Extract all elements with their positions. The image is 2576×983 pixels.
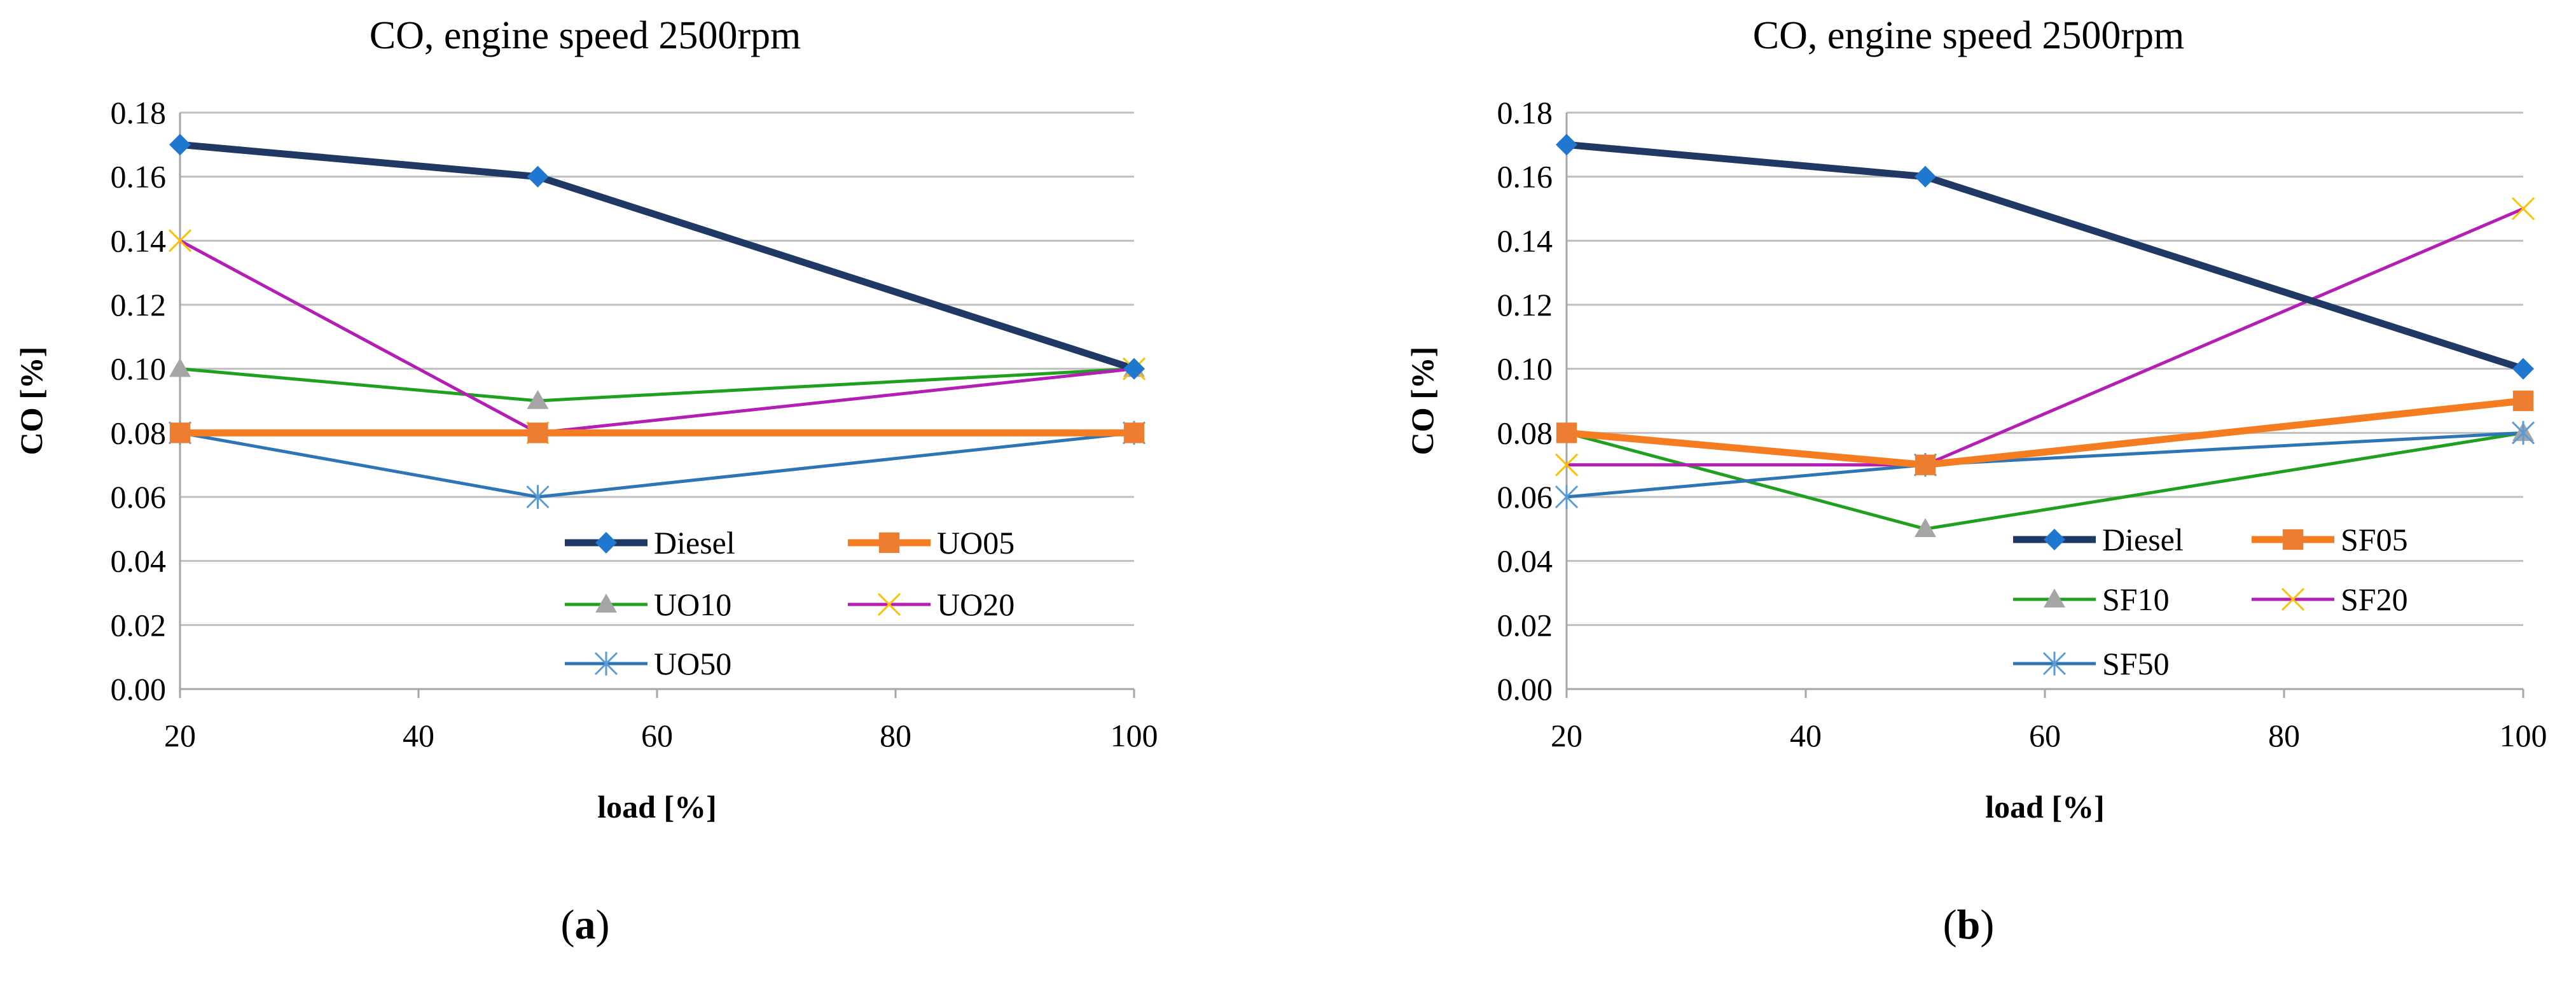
x-axis-label: load [%] [1985, 789, 2105, 825]
legend-marker-sf10 [2044, 589, 2065, 608]
series-line-diesel [1563, 141, 2527, 373]
data-point-sf50 [1555, 485, 1579, 509]
data-point-sf20 [2511, 197, 2535, 221]
x-tick-label: 20 [164, 718, 196, 753]
data-point-diesel [1915, 165, 1936, 188]
y-tick-label: 0.10 [1497, 351, 1553, 387]
legend-marker-uo20 [877, 592, 901, 617]
data-point-uo05 [1123, 422, 1145, 443]
chart-panel-b: CO, engine speed 2500rpm 0.00 0.02 0.04 0.06… [1404, 14, 2547, 948]
x-tick-label: 60 [2029, 718, 2061, 753]
panel-letter: b [1957, 902, 1981, 948]
legend-label: Diesel [2102, 522, 2184, 557]
y-tick-label: 0.12 [111, 287, 167, 323]
series-line-uo20 [178, 239, 1136, 435]
y-tick-label: 0.04 [1497, 543, 1553, 579]
data-point-sf20 [1555, 453, 1579, 477]
x-tick-label: 20 [1551, 718, 1582, 753]
data-point-uo10 [169, 358, 191, 377]
x-tick-label: 80 [2268, 718, 2300, 753]
legend-label: UO05 [937, 525, 1014, 561]
y-tick-label: 0.00 [1497, 671, 1553, 707]
data-point-diesel [1556, 134, 1577, 156]
x-tick-label: 100 [2500, 718, 2547, 753]
data-point-diesel [1123, 358, 1145, 380]
y-axis-label: CO [%] [1404, 347, 1440, 456]
legend-marker-uo10 [595, 594, 617, 613]
legend-label: UO10 [654, 587, 731, 622]
data-point-diesel [169, 134, 191, 156]
data-point-sf50 [2511, 421, 2535, 445]
chart-panel-a: CO, engine speed 2500rpm 0.00 0.02 0.04 0.06… [13, 14, 1158, 948]
legend: Diesel SF05 SF10 SF20 SF50 [2013, 522, 2408, 681]
data-point-uo05 [169, 422, 191, 443]
legend-marker-sf05 [2282, 529, 2304, 550]
y-tick-label: 0.08 [111, 415, 167, 450]
data-point-sf10 [1915, 518, 1936, 538]
panel-label: (a) [561, 902, 610, 948]
legend-label: UO50 [654, 646, 731, 681]
x-tick-label: 40 [1790, 718, 1822, 753]
y-tick-label: 0.18 [1497, 95, 1553, 130]
x-tick-label: 100 [1111, 718, 1158, 753]
series-line-sf20 [1565, 207, 2525, 467]
y-tick-label: 0.16 [111, 159, 167, 195]
y-tick-label: 0.16 [1497, 159, 1553, 195]
legend-label: SF50 [2102, 646, 2170, 681]
legend-marker-diesel [2044, 529, 2065, 550]
data-point-sf05 [2512, 390, 2534, 412]
y-axis-label: CO [%] [13, 347, 49, 456]
x-tick-label: 40 [403, 718, 434, 753]
y-tick-label: 0.04 [111, 543, 167, 579]
series-line-uo50 [178, 431, 1136, 499]
data-point-sf05 [1915, 454, 1936, 475]
panel-letter: a [575, 902, 596, 948]
legend-label: UO20 [937, 587, 1014, 622]
legend-label: SF10 [2102, 582, 2170, 617]
panel-label: (b) [1943, 902, 1995, 948]
y-tick-label: 0.12 [1497, 287, 1553, 323]
y-tick-label: 0.14 [1497, 223, 1553, 258]
series-line-diesel [176, 141, 1138, 373]
data-point-uo10 [527, 390, 549, 409]
y-tick-label: 0.02 [111, 607, 167, 643]
legend: Diesel UO05 UO10 UO20 UO50 [565, 525, 1014, 681]
y-tick-label: 0.10 [111, 351, 167, 387]
chart-title: CO, engine speed 2500rpm [370, 14, 801, 57]
y-tick-label: 0.14 [111, 223, 167, 258]
legend-label: Diesel [654, 525, 735, 561]
legend-label: SF20 [2341, 582, 2408, 617]
chart-title: CO, engine speed 2500rpm [1753, 14, 2184, 57]
data-point-uo20 [168, 229, 192, 253]
y-tick-label: 0.06 [1497, 479, 1553, 515]
legend-marker-sf50 [2042, 652, 2067, 676]
legend-marker-uo05 [878, 532, 900, 554]
x-axis-label: load [%] [597, 789, 717, 825]
y-tick-label: 0.08 [1497, 415, 1553, 450]
x-tick-label: 60 [641, 718, 673, 753]
legend-marker-sf20 [2281, 587, 2305, 611]
y-tick-label: 0.06 [111, 479, 167, 515]
y-tick-label: 0.18 [111, 95, 167, 130]
x-tick-label: 80 [880, 718, 911, 753]
data-point-diesel [2512, 358, 2534, 380]
data-point-uo50 [526, 485, 550, 509]
legend-label: SF05 [2341, 522, 2408, 557]
data-point-uo05 [527, 422, 548, 443]
data-point-diesel [527, 165, 549, 188]
data-point-sf05 [1556, 422, 1577, 443]
y-tick-label: 0.02 [1497, 607, 1553, 643]
y-tick-label: 0.00 [111, 671, 167, 707]
legend-marker-uo50 [594, 652, 618, 676]
legend-marker-diesel [595, 532, 617, 554]
